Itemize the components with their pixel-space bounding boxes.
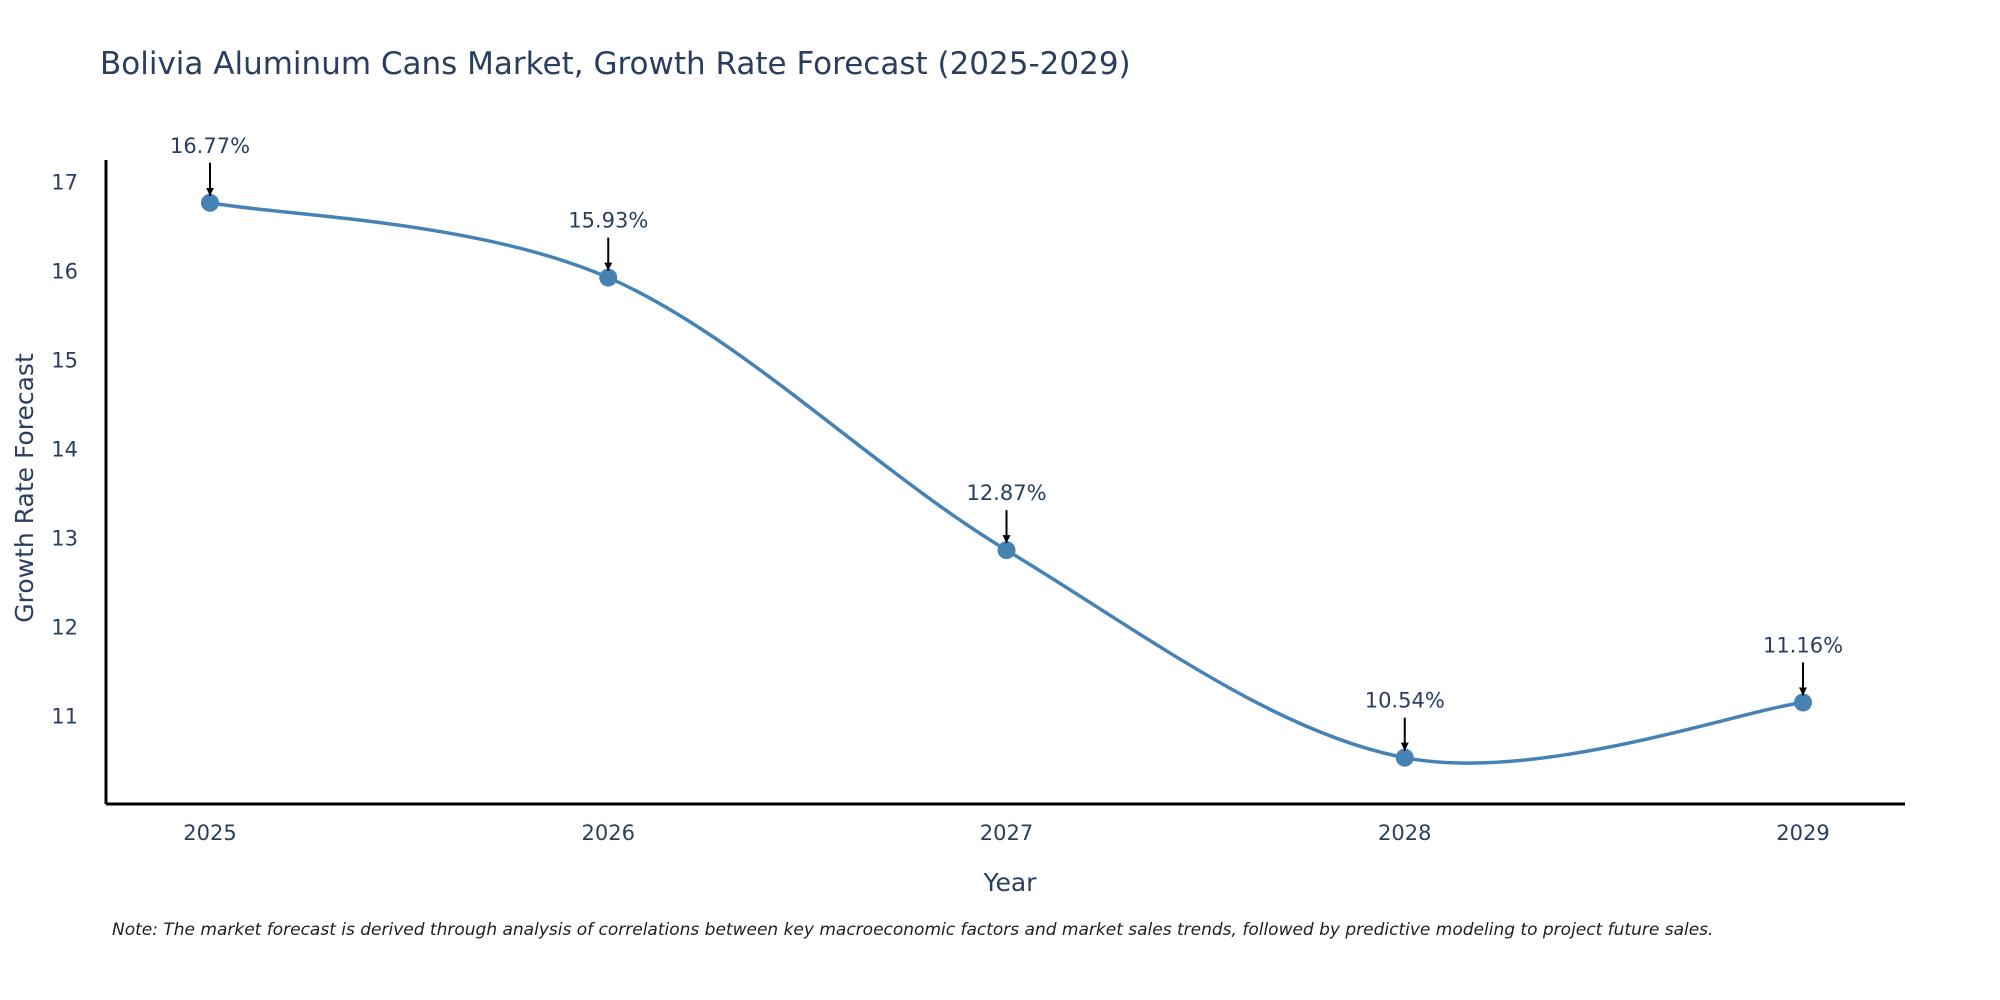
y-tick-label: 12 <box>51 616 78 640</box>
x-tick-label: 2029 <box>1776 821 1829 845</box>
y-tick-label: 17 <box>51 170 78 194</box>
x-tick-label: 2027 <box>980 821 1033 845</box>
plot-area: 11 12 13 14 15 16 17 2025 2026 2027 2028 2029 16.77%… <box>51 134 1905 845</box>
data-point <box>599 268 618 287</box>
y-tick-label: 16 <box>51 259 78 283</box>
data-label: 16.77% <box>170 134 250 158</box>
y-tick-label: 14 <box>51 437 78 461</box>
x-tick-label: 2025 <box>183 821 236 845</box>
data-label: 11.16% <box>1763 633 1843 657</box>
data-label: 12.87% <box>966 481 1046 505</box>
chart-note: Note: The market forecast is derived thr… <box>112 920 1714 940</box>
x-tick-label: 2026 <box>582 821 635 845</box>
y-tick-label: 15 <box>51 348 78 372</box>
data-label: 15.93% <box>568 209 648 233</box>
x-axis-title: Year <box>983 868 1038 897</box>
y-tick-label: 13 <box>51 527 78 551</box>
data-point <box>201 193 219 212</box>
x-tick-label: 2028 <box>1378 821 1431 845</box>
y-tick-label: 11 <box>51 705 78 729</box>
data-point <box>1794 693 1812 712</box>
y-axis-title: Growth Rate Forecast <box>10 353 39 623</box>
chart-title: Bolivia Aluminum Cans Market, Growth Rat… <box>100 46 1131 82</box>
data-point <box>997 541 1016 560</box>
data-point <box>1395 748 1414 767</box>
data-label: 10.54% <box>1365 689 1445 713</box>
